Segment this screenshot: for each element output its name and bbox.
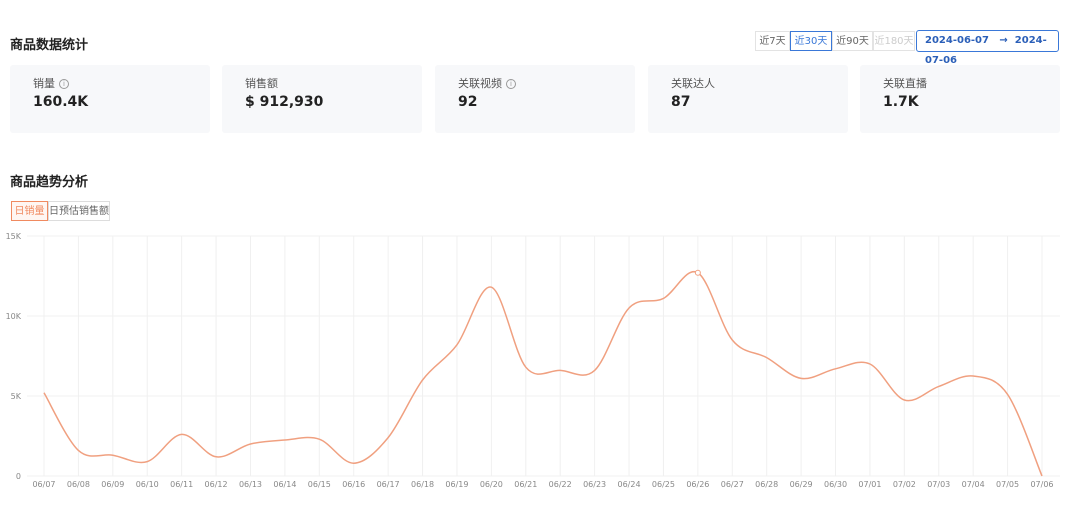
date-end: 2024-07-06 xyxy=(925,35,1047,66)
highlight-point xyxy=(694,269,701,276)
x-tick-label: 07/03 xyxy=(927,480,950,489)
chart: 0 5K 10K 15K 06/07 06/08 06/09 06/10 06/11 06/12 0… xyxy=(6,232,1060,489)
stat-card: 销量 i 160.4K xyxy=(10,65,210,133)
stat-label: 关联达人 xyxy=(671,75,715,91)
x-tick-label: 06/08 xyxy=(67,480,90,489)
stat-value: 160.4K xyxy=(33,94,89,110)
x-tick-label: 06/18 xyxy=(411,480,434,489)
range-button[interactable]: 近7天 xyxy=(755,31,790,51)
x-tick-label: 06/10 xyxy=(136,480,159,489)
y-tick-label: 15K xyxy=(6,232,22,241)
stat-card: 销售额 $ 912,930 xyxy=(222,65,422,133)
info-icon[interactable]: i xyxy=(506,79,516,89)
info-icon[interactable]: i xyxy=(59,79,69,89)
x-tick-label: 07/04 xyxy=(962,480,985,489)
stat-label-text: 关联达人 xyxy=(671,77,715,90)
x-tick-label: 06/20 xyxy=(480,480,503,489)
x-tick-label: 06/17 xyxy=(377,480,400,489)
stat-value: 87 xyxy=(671,94,691,110)
stat-card: 关联达人 87 xyxy=(648,65,848,133)
stat-value: 1.7K xyxy=(883,94,919,110)
stat-value: $ 912,930 xyxy=(245,94,324,110)
stat-value: 92 xyxy=(458,94,478,110)
stat-label-text: 关联视频 xyxy=(458,77,502,90)
stat-label-text: 关联直播 xyxy=(883,77,927,90)
stat-label-text: 销量 xyxy=(33,77,55,90)
x-tick-label: 06/19 xyxy=(445,480,468,489)
x-tick-label: 06/24 xyxy=(618,480,641,489)
x-tick-label: 06/11 xyxy=(170,480,193,489)
page-title: 商品数据统计 xyxy=(10,38,89,53)
x-tick-label: 06/09 xyxy=(101,480,124,489)
date-sep: → xyxy=(999,35,1008,46)
x-tick-label: 06/07 xyxy=(32,480,55,489)
y-tick-label: 0 xyxy=(16,472,21,481)
x-tick-label: 06/23 xyxy=(583,480,606,489)
x-tick-label: 07/05 xyxy=(996,480,1019,489)
stat-label: 关联直播 xyxy=(883,75,927,91)
section-title: 商品趋势分析 xyxy=(10,175,89,190)
stat-label-text: 销售额 xyxy=(245,77,278,90)
x-tick-label: 06/13 xyxy=(239,480,262,489)
stat-label: 关联视频 i xyxy=(458,75,516,91)
x-tick-label: 07/01 xyxy=(858,480,881,489)
y-tick-label: 10K xyxy=(6,312,22,321)
date-start: 2024-06-07 xyxy=(925,35,989,46)
x-tick-label: 06/26 xyxy=(686,480,709,489)
x-tick-label: 06/27 xyxy=(721,480,744,489)
tab[interactable]: 日销量 xyxy=(11,201,48,221)
date-range[interactable]: 2024-06-07 → 2024-07-06 xyxy=(916,30,1059,66)
x-tick-label: 06/25 xyxy=(652,480,675,489)
range-button[interactable]: 近90天 xyxy=(832,31,873,51)
x-tick-label: 06/21 xyxy=(514,480,537,489)
x-tick-label: 06/22 xyxy=(549,480,572,489)
x-tick-label: 06/29 xyxy=(790,480,813,489)
x-tick-label: 06/14 xyxy=(273,480,296,489)
x-tick-label: 06/15 xyxy=(308,480,331,489)
line-series xyxy=(43,270,1043,477)
x-tick-label: 07/02 xyxy=(893,480,916,489)
stat-card: 关联视频 i 92 xyxy=(435,65,635,133)
stat-card: 关联直播 1.7K xyxy=(860,65,1060,133)
stat-label: 销售额 xyxy=(245,75,278,91)
x-tick-label: 06/16 xyxy=(342,480,365,489)
x-tick-label: 06/12 xyxy=(205,480,228,489)
range-button[interactable]: 近180天 xyxy=(873,31,915,51)
tab[interactable]: 日预估销售额 xyxy=(48,201,110,221)
x-tick-label: 06/28 xyxy=(755,480,778,489)
x-tick-label: 06/30 xyxy=(824,480,847,489)
y-tick-label: 5K xyxy=(11,392,22,401)
stat-label: 销量 i xyxy=(33,75,69,91)
range-button[interactable]: 近30天 xyxy=(790,31,832,51)
x-tick-label: 07/06 xyxy=(1030,480,1053,489)
